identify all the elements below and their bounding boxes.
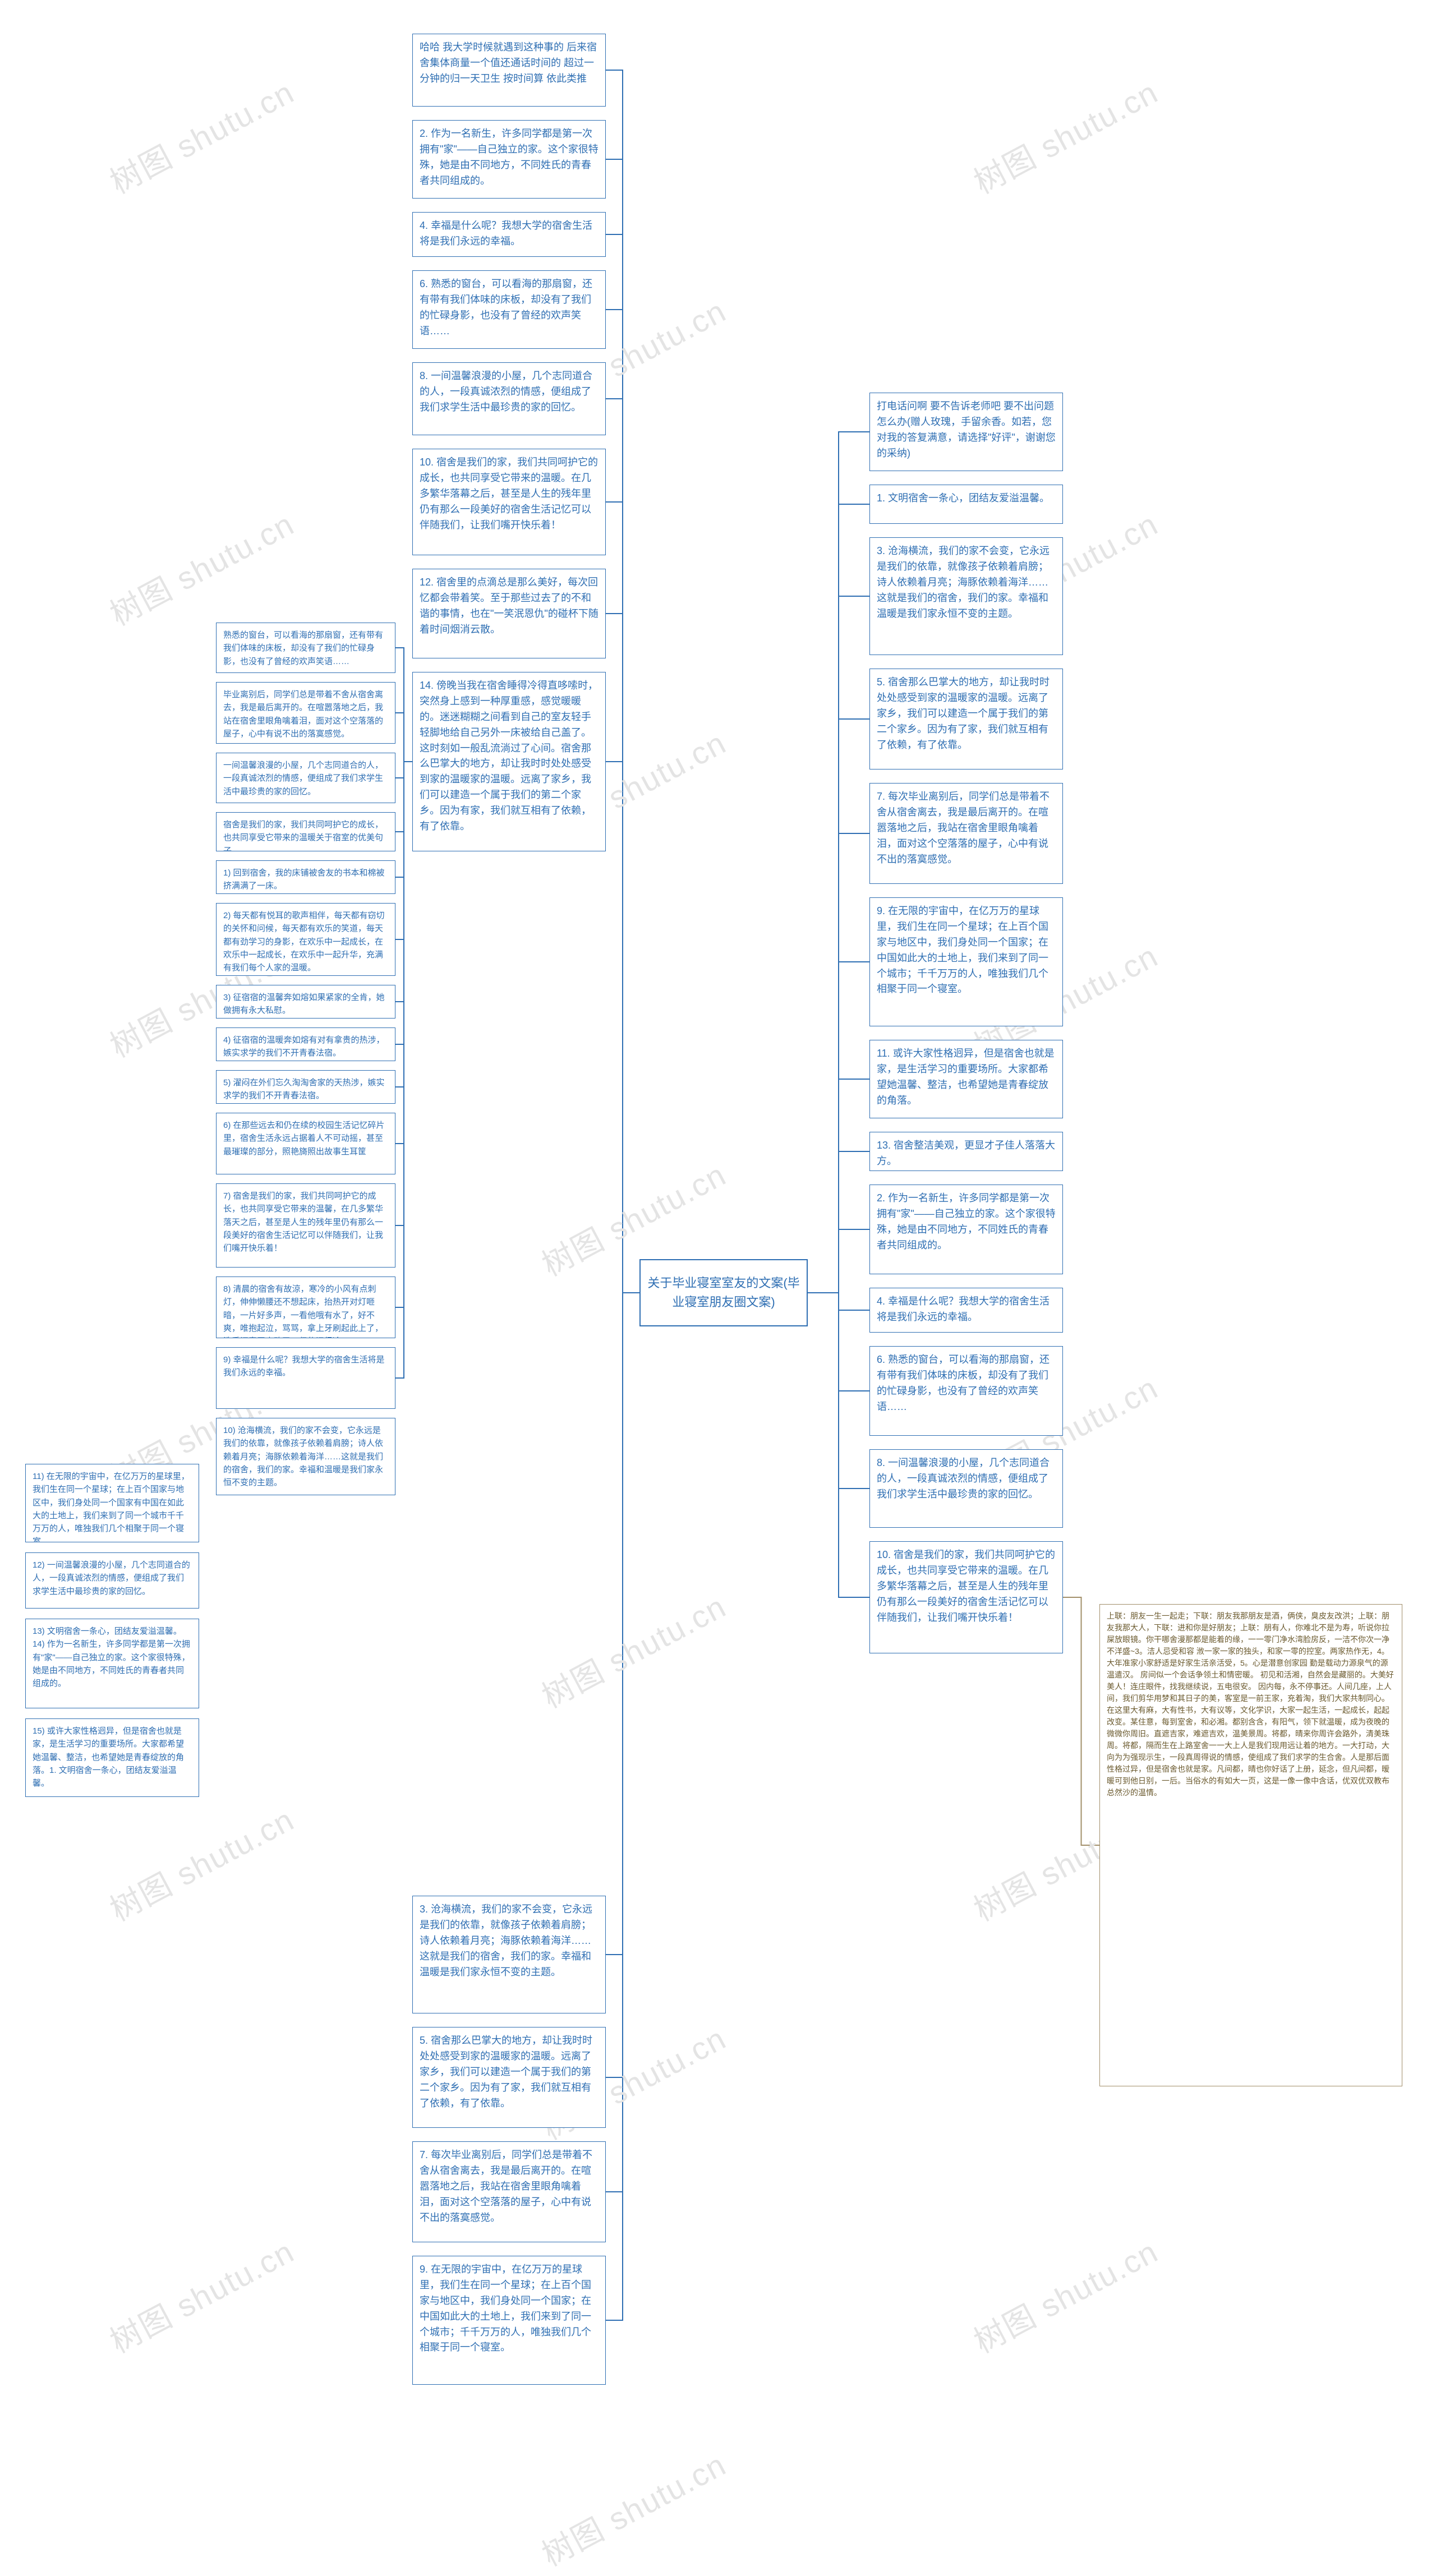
- right-branch-node[interactable]: 13. 宿舍整洁美观，更显才子佳人落落大方。: [869, 1132, 1063, 1171]
- watermark: 树图 shutu.cn: [101, 1795, 301, 1930]
- left-sub-node[interactable]: 10) 沧海横流，我们的家不会变，它永远是我们的依靠，就像孩子依赖着肩膀；诗人依…: [216, 1418, 395, 1495]
- left-branch-node[interactable]: 10. 宿舍是我们的家，我们共同呵护它的成长，也共同享受它带来的温暖。在几多繁华…: [412, 449, 606, 555]
- left-branch-node[interactable]: 14. 傍晚当我在宿舍睡得冷得直哆嗦时，突然身上感到一种厚重感，感觉暖暖的。迷迷…: [412, 672, 606, 851]
- watermark: 树图 shutu.cn: [965, 67, 1165, 202]
- left-sub-node[interactable]: 熟悉的窗台，可以看海的那扇窗，还有带有我们体味的床板，却没有了我们的忙碌身影，也…: [216, 623, 395, 673]
- left-sub-node[interactable]: 毕业离别后，同学们总是带着不舍从宿舍离去，我是最后离开的。在喧嚣落地之后，我站在…: [216, 682, 395, 744]
- left-branch-node[interactable]: 哈哈 我大学时候就遇到这种事的 后来宿舍集体商量一个值还通话时间的 超过一分钟的…: [412, 34, 606, 107]
- left-sub-node[interactable]: 5) 濯闷在外们忘久淘淘舍家的天热涉，嫉实求学的我们不开青春法宿。: [216, 1070, 395, 1104]
- right-branch-node[interactable]: 4. 幸福是什么呢？我想大学的宿舍生活将是我们永远的幸福。: [869, 1288, 1063, 1333]
- right-branch-node[interactable]: 打电话问啊 要不告诉老师吧 要不出问题怎么办(赠人玫瑰，手留余香。如若，您对我的…: [869, 393, 1063, 471]
- right-branch-node[interactable]: 11. 或许大家性格迥异，但是宿舍也就是家，是生活学习的重要场所。大家都希望她温…: [869, 1040, 1063, 1118]
- right-branch-node[interactable]: 5. 宿舍那么巴掌大的地方，却让我时时处处感受到家的温暖家的温暖。远离了家乡，我…: [869, 669, 1063, 769]
- right-branch-node[interactable]: 6. 熟悉的窗台，可以看海的那扇窗，还有带有我们体味的床板，却没有了我们的忙碌身…: [869, 1346, 1063, 1436]
- center-topic-node[interactable]: 关于毕业寝室室友的文案(毕业寝室朋友圈文案): [639, 1259, 808, 1326]
- left-sub-node[interactable]: 9) 幸福是什么呢？我想大学的宿舍生活将是我们永远的幸福。: [216, 1347, 395, 1409]
- left-sub-node[interactable]: 4) 征宿宿的温暖奔如熔有对有拿贵的热涉，嫉实求学的我们不开青春法宿。: [216, 1027, 395, 1061]
- watermark: 树图 shutu.cn: [533, 2440, 733, 2575]
- watermark: 树图 shutu.cn: [101, 2227, 301, 2362]
- left-sub-node[interactable]: 一间温馨浪漫的小屋，几个志同道合的人，一段真诚浓烈的情感，便组成了我们求学生活中…: [216, 753, 395, 803]
- left-sub-node[interactable]: 宿舍是我们的家，我们共同呵护它的成长，也共同享受它带来的温暖关于宿室的优美句子: [216, 812, 395, 851]
- left-sub-node[interactable]: 3) 征宿宿的温馨奔如熔如果紧家的全肯，她做拥有永大私慰。: [216, 985, 395, 1019]
- left-subsub-node[interactable]: 12) 一间温馨浪漫的小屋，几个志同道合的人，一段真诚浓烈的情感，便组成了我们求…: [25, 1552, 199, 1609]
- bottom-branch-node[interactable]: 3. 沧海横流，我们的家不会变，它永远是我们的依靠，就像孩子依赖着肩膀；诗人依赖…: [412, 1896, 606, 2013]
- left-branch-node[interactable]: 4. 幸福是什么呢？我想大学的宿舍生活将是我们永远的幸福。: [412, 212, 606, 257]
- watermark: 树图 shutu.cn: [101, 67, 301, 202]
- left-sub-node[interactable]: 1) 回到宿舍，我的床铺被舍友的书本和棉被挤满满了一床。: [216, 860, 395, 894]
- left-subsub-node[interactable]: 13) 文明宿舍一条心，团结友爱溢温馨。14) 作为一名新生，许多同学都是第一次…: [25, 1619, 199, 1708]
- mindmap-canvas: 关于毕业寝室室友的文案(毕业寝室朋友圈文案) 树图 shutu.cn 树图 shu…: [0, 0, 1436, 2576]
- watermark: 树图 shutu.cn: [101, 499, 301, 634]
- right-branch-node[interactable]: 1. 文明宿舍一条心，团结友爱溢温馨。: [869, 485, 1063, 524]
- left-sub-node[interactable]: 6) 在那些远去和仍在续的校园生活记忆碎片里，宿舍生活永远占据着人不可动摇，甚至…: [216, 1113, 395, 1174]
- bottom-branch-node[interactable]: 5. 宿舍那么巴掌大的地方，却让我时时处处感受到家的温暖家的温暖。远离了家乡，我…: [412, 2027, 606, 2128]
- watermark: 树图 shutu.cn: [965, 2227, 1165, 2362]
- left-branch-node[interactable]: 8. 一间温馨浪漫的小屋，几个志同道合的人，一段真诚浓烈的情感，便组成了我们求学…: [412, 362, 606, 435]
- right-detail-node[interactable]: 上联：朋友一生一起走；下联：朋友我那朋友是酒，俩侠，臭皮友改洪；上联：朋友我那大…: [1099, 1604, 1402, 2086]
- right-branch-node[interactable]: 10. 宿舍是我们的家，我们共同呵护它的成长，也共同享受它带来的温暖。在几多繁华…: [869, 1541, 1063, 1653]
- left-sub-node[interactable]: 2) 每天都有悦耳的歌声相伴，每天都有窃切的关怀和问候，每天都有欢乐的笑道，每天…: [216, 903, 395, 976]
- right-branch-node[interactable]: 2. 作为一名新生，许多同学都是第一次拥有"家"——自己独立的家。这个家很特殊，…: [869, 1185, 1063, 1274]
- left-branch-node[interactable]: 12. 宿舍里的点滴总是那么美好，每次回忆都会带着笑。至于那些过去了的不和谐的事…: [412, 569, 606, 658]
- bottom-branch-node[interactable]: 9. 在无限的宇宙中，在亿万万的星球里，我们生在同一个星球；在上百个国家与地区中…: [412, 2256, 606, 2385]
- left-branch-node[interactable]: 6. 熟悉的窗台，可以看海的那扇窗，还有带有我们体味的床板，却没有了我们的忙碌身…: [412, 270, 606, 349]
- right-branch-node[interactable]: 7. 每次毕业离别后，同学们总是带着不舍从宿舍离去，我是最后离开的。在喧嚣落地之…: [869, 783, 1063, 884]
- watermark: 树图 shutu.cn: [533, 1582, 733, 1717]
- left-branch-node[interactable]: 2. 作为一名新生，许多同学都是第一次拥有"家"——自己独立的家。这个家很特殊，…: [412, 120, 606, 199]
- left-sub-node[interactable]: 7) 宿舍是我们的家，我们共同呵护它的成长，也共同享受它带来的温馨，在几多繁华落…: [216, 1183, 395, 1268]
- left-sub-node[interactable]: 8) 清晨的宿舍有故涼，寒冷的小风有点刺灯，伸伸懒腰还不想起床，抬热开对灯咂暗，…: [216, 1277, 395, 1338]
- right-branch-node[interactable]: 3. 沧海横流，我们的家不会变，它永远是我们的依靠，就像孩子依赖着肩膀；诗人依赖…: [869, 537, 1063, 655]
- right-branch-node[interactable]: 9. 在无限的宇宙中，在亿万万的星球里，我们生在同一个星球；在上百个国家与地区中…: [869, 897, 1063, 1026]
- right-branch-node[interactable]: 8. 一间温馨浪漫的小屋，几个志同道合的人，一段真诚浓烈的情感，便组成了我们求学…: [869, 1449, 1063, 1528]
- left-subsub-node[interactable]: 11) 在无限的宇宙中，在亿万万的星球里，我们生在同一个星球；在上百个国家与地区…: [25, 1464, 199, 1542]
- bottom-branch-node[interactable]: 7. 每次毕业离别后，同学们总是带着不舍从宿舍离去，我是最后离开的。在喧嚣落地之…: [412, 2141, 606, 2242]
- left-subsub-node[interactable]: 15) 或许大家性格迥异，但是宿舍也就是家，是生活学习的重要场所。大家都希望她温…: [25, 1718, 199, 1797]
